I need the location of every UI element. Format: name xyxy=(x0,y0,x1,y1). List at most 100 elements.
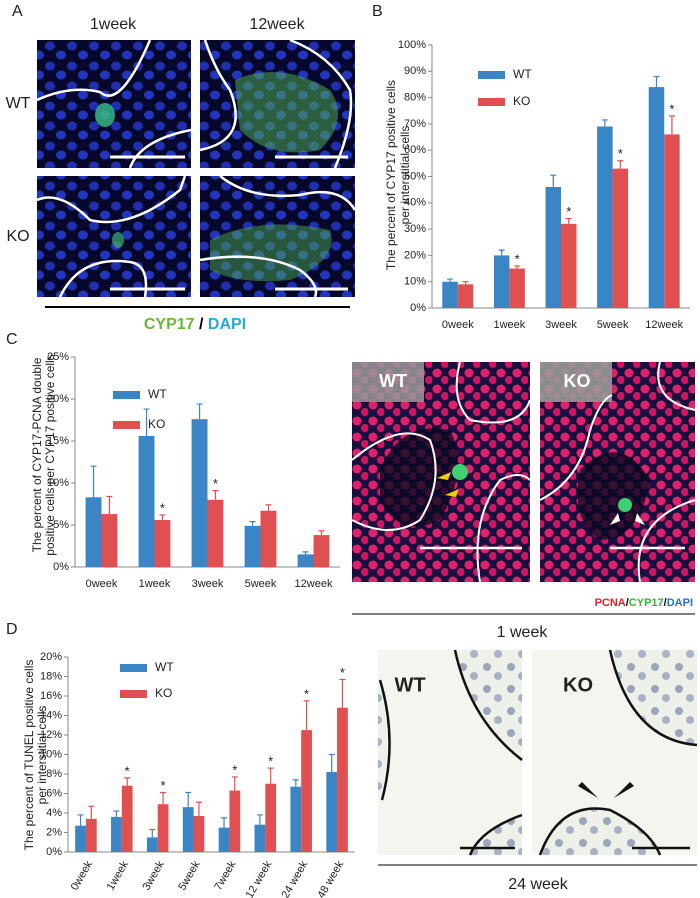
y-tick-label: 4% xyxy=(46,807,62,819)
error-bar xyxy=(212,489,219,500)
stain-legend: PCNA/CYP17/DAPI xyxy=(595,597,693,609)
bar xyxy=(193,815,205,852)
y-tick-label: 40% xyxy=(404,197,426,209)
x-tick-label: 7week xyxy=(212,859,239,893)
image-label: WT xyxy=(379,371,407,391)
x-tick-label: 12 week xyxy=(244,859,275,898)
x-tick-label: 24 week xyxy=(279,859,310,898)
error-bar xyxy=(339,678,346,708)
y-tick-label: 80% xyxy=(404,92,426,104)
error-bar xyxy=(88,805,95,819)
bar xyxy=(648,87,665,308)
panel-letter: C xyxy=(6,331,18,348)
error-bar xyxy=(221,817,228,828)
panel-letter: D xyxy=(6,621,18,638)
significance-marker: * xyxy=(515,251,520,266)
legend-swatch xyxy=(478,98,505,106)
bar xyxy=(493,255,510,308)
caption: 1 week xyxy=(497,624,549,641)
error-bar xyxy=(77,814,84,826)
image-label: KO xyxy=(564,371,591,391)
error-bar xyxy=(231,776,238,791)
error-bar xyxy=(565,217,572,224)
y-tick-label: 14% xyxy=(40,709,62,721)
bar xyxy=(509,268,525,308)
significance-marker: * xyxy=(340,665,345,680)
y-axis-label: The percent of TUNEL positive cells xyxy=(22,660,36,851)
panel-letter: B xyxy=(372,3,383,20)
micrograph-pair xyxy=(378,649,698,856)
x-tick-label: 12week xyxy=(295,578,333,590)
error-bar xyxy=(601,119,608,127)
error-bar xyxy=(498,249,505,256)
y-tick-label: 20% xyxy=(47,393,69,405)
y-tick-label: 2% xyxy=(46,826,62,838)
y-tick-label: 20% xyxy=(404,249,426,261)
bar xyxy=(254,824,266,852)
legend-swatch xyxy=(113,391,140,399)
error-bar xyxy=(195,801,202,816)
y-tick-label: 16% xyxy=(40,690,62,702)
panel-letter: A xyxy=(12,3,23,20)
y-tick-label: 10% xyxy=(47,477,69,489)
bar xyxy=(265,783,277,852)
error-bar xyxy=(256,814,263,825)
legend-label: WT xyxy=(148,387,167,401)
y-tick-label: 10% xyxy=(40,748,62,760)
error-bar xyxy=(302,551,309,555)
bar xyxy=(612,168,629,308)
micrograph-grid xyxy=(36,38,357,298)
bar xyxy=(457,284,474,308)
bar xyxy=(442,281,458,308)
bar xyxy=(561,223,577,308)
bar xyxy=(207,499,224,567)
legend-swatch xyxy=(478,71,505,79)
legend-label: KO xyxy=(155,686,172,700)
bar xyxy=(260,510,277,567)
error-bar xyxy=(113,810,120,817)
y-tick-label: 50% xyxy=(404,170,426,182)
stain-legend: CYP17 / DAPI xyxy=(144,316,246,333)
y-tick-label: 90% xyxy=(404,65,426,77)
bar xyxy=(313,535,330,567)
error-bar xyxy=(106,495,113,515)
y-axis-label: positive cells per CYP17 positive cells xyxy=(43,354,57,555)
bar xyxy=(157,804,169,852)
x-tick-label: 1week xyxy=(105,859,132,893)
column-label: 12week xyxy=(249,16,305,33)
y-axis-label: per interstitial cells xyxy=(35,706,49,805)
bar xyxy=(85,818,97,852)
bar xyxy=(101,514,118,567)
bar xyxy=(75,825,86,852)
image-label: WT xyxy=(394,674,425,696)
bar xyxy=(290,786,302,852)
micrograph-pair xyxy=(351,361,696,583)
legend-swatch xyxy=(113,421,140,429)
significance-marker: * xyxy=(232,762,237,777)
bar xyxy=(244,525,261,567)
bar xyxy=(597,126,613,308)
error-bar xyxy=(668,115,675,135)
significance-marker: * xyxy=(669,101,674,116)
y-tick-label: 15% xyxy=(47,435,69,447)
error-bar xyxy=(328,753,335,773)
legend-swatch xyxy=(120,690,147,698)
x-tick-label: 0week xyxy=(86,578,118,590)
y-tick-label: 12% xyxy=(40,729,62,741)
error-bar xyxy=(124,777,131,786)
error-bar xyxy=(292,779,299,787)
bar xyxy=(182,807,194,852)
x-tick-label: 5week xyxy=(176,859,203,893)
bar xyxy=(229,790,241,852)
y-tick-label: 18% xyxy=(40,670,62,682)
y-tick-label: 10% xyxy=(404,276,426,288)
error-bar xyxy=(160,791,167,805)
significance-marker: * xyxy=(160,500,165,515)
bar xyxy=(85,497,102,567)
x-tick-label: 48 week xyxy=(315,859,346,898)
significance-marker: * xyxy=(125,763,130,778)
significance-marker: * xyxy=(304,686,309,701)
significance-marker: * xyxy=(268,754,273,769)
y-tick-label: 30% xyxy=(404,223,426,235)
x-tick-label: 0week xyxy=(442,319,474,331)
